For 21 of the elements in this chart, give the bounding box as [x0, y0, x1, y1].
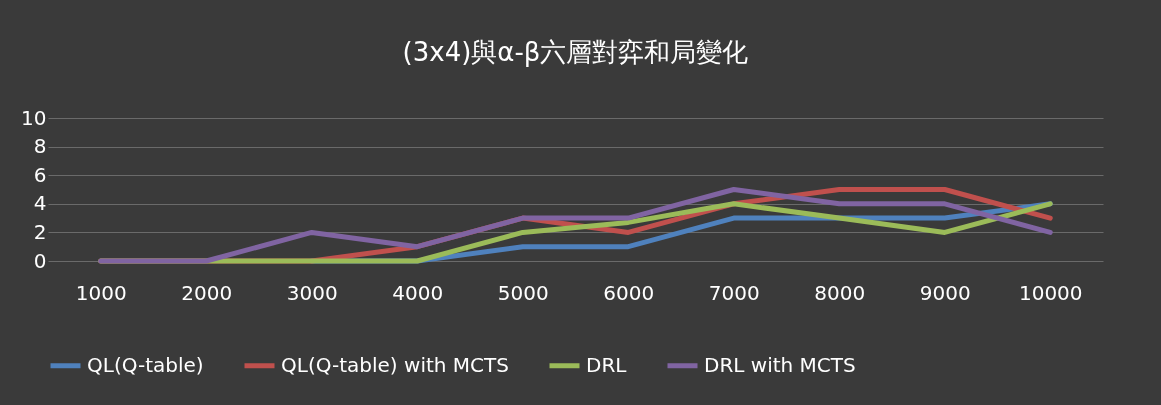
- x-tick-label: 9000: [919, 280, 971, 305]
- y-tick-label: 6: [33, 162, 47, 187]
- y-tick-label: 4: [33, 191, 47, 216]
- x-tick-label: 3000: [286, 280, 338, 305]
- legend-label: QL(Q-table) with MCTS: [281, 352, 509, 377]
- x-tick-label: 2000: [181, 280, 233, 305]
- x-tick-label: 1000: [75, 280, 127, 305]
- legend-label: QL(Q-table): [87, 352, 204, 377]
- x-tick-label: 6000: [603, 280, 655, 305]
- x-tick-label: 8000: [814, 280, 866, 305]
- x-tick-label: 5000: [497, 280, 549, 305]
- legend-label: DRL with MCTS: [704, 352, 856, 377]
- x-tick-label: 7000: [708, 280, 760, 305]
- y-tick-label: 10: [21, 105, 47, 130]
- legend-label: DRL: [586, 352, 628, 377]
- y-tick-label: 8: [33, 134, 47, 159]
- y-tick-label: 0: [33, 248, 47, 273]
- chart-title: (3x4)與α-β六層對弈和局變化: [402, 37, 749, 67]
- x-tick-label: 4000: [392, 280, 444, 305]
- y-tick-label: 2: [33, 219, 47, 244]
- x-tick-label: 10000: [1018, 280, 1083, 305]
